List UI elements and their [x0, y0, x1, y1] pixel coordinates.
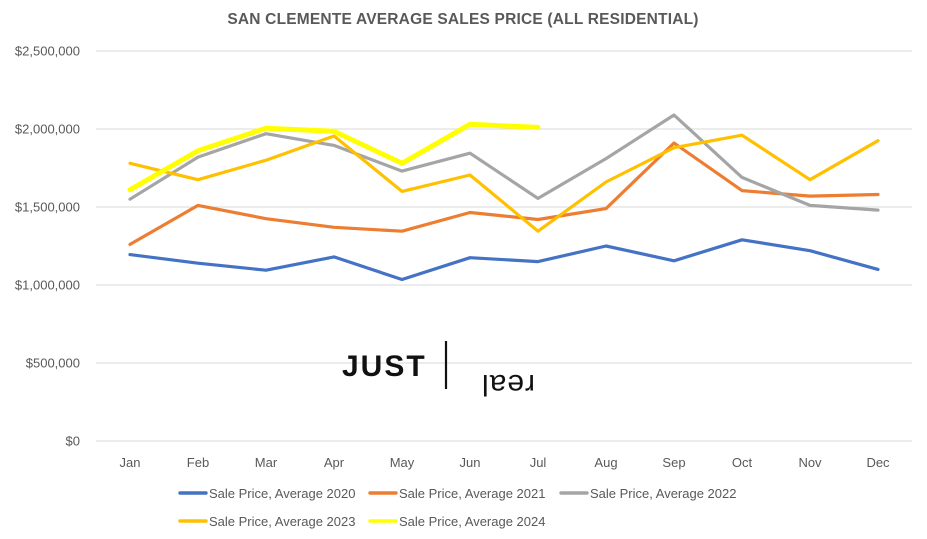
legend-label: Sale Price, Average 2023	[209, 514, 355, 529]
series-line-2023	[128, 133, 880, 233]
chart-title: SAN CLEMENTE AVERAGE SALES PRICE (ALL RE…	[227, 11, 698, 28]
y-tick-label: $2,000,000	[15, 122, 80, 137]
y-tick-label: $1,500,000	[15, 200, 80, 215]
legend-item-2024: Sale Price, Average 2024	[368, 514, 545, 529]
x-tick-label: Dec	[866, 455, 890, 470]
series-line-2020	[128, 238, 880, 282]
x-tick-label: Apr	[324, 455, 345, 470]
legend-label: Sale Price, Average 2024	[399, 514, 545, 529]
x-tick-label: Nov	[798, 455, 822, 470]
x-tick-label: Aug	[594, 455, 617, 470]
x-tick-label: Jan	[120, 455, 141, 470]
series-line-2022	[128, 113, 880, 212]
x-tick-label: Jul	[530, 455, 547, 470]
y-tick-label: $0	[66, 434, 80, 449]
logo-word-just: JUST	[342, 350, 427, 383]
justreal-logo: JUST real	[342, 341, 535, 401]
legend-label: Sale Price, Average 2022	[590, 486, 736, 501]
gridlines	[96, 50, 912, 442]
y-tick-label: $500,000	[26, 356, 80, 371]
legend-item-2022: Sale Price, Average 2022	[559, 486, 736, 501]
legend-item-2020: Sale Price, Average 2020	[178, 486, 355, 501]
y-axis: $0 $500,000 $1,000,000 $1,500,000 $2,000,000…	[15, 44, 80, 449]
series-lines	[127, 113, 880, 282]
series-line-2021	[128, 141, 880, 246]
x-tick-label: Sep	[662, 455, 685, 470]
y-tick-label: $1,000,000	[15, 278, 80, 293]
x-tick-label: Jun	[460, 455, 481, 470]
logo-word-real: real	[481, 368, 535, 401]
legend-label: Sale Price, Average 2020	[209, 486, 355, 501]
legend-item-2023: Sale Price, Average 2023	[178, 514, 355, 529]
legend: Sale Price, Average 2020 Sale Price, Aver…	[178, 486, 736, 529]
legend-label: Sale Price, Average 2021	[399, 486, 545, 501]
legend-item-2021: Sale Price, Average 2021	[368, 486, 545, 501]
y-tick-label: $2,500,000	[15, 44, 80, 59]
x-tick-label: Mar	[255, 455, 278, 470]
x-tick-label: May	[390, 455, 415, 470]
x-tick-label: Feb	[187, 455, 209, 470]
x-tick-label: Oct	[732, 455, 753, 470]
series-line-2024	[127, 121, 541, 193]
x-axis: Jan Feb Mar Apr May Jun Jul Aug Sep Oct Nov Dec	[120, 455, 891, 470]
